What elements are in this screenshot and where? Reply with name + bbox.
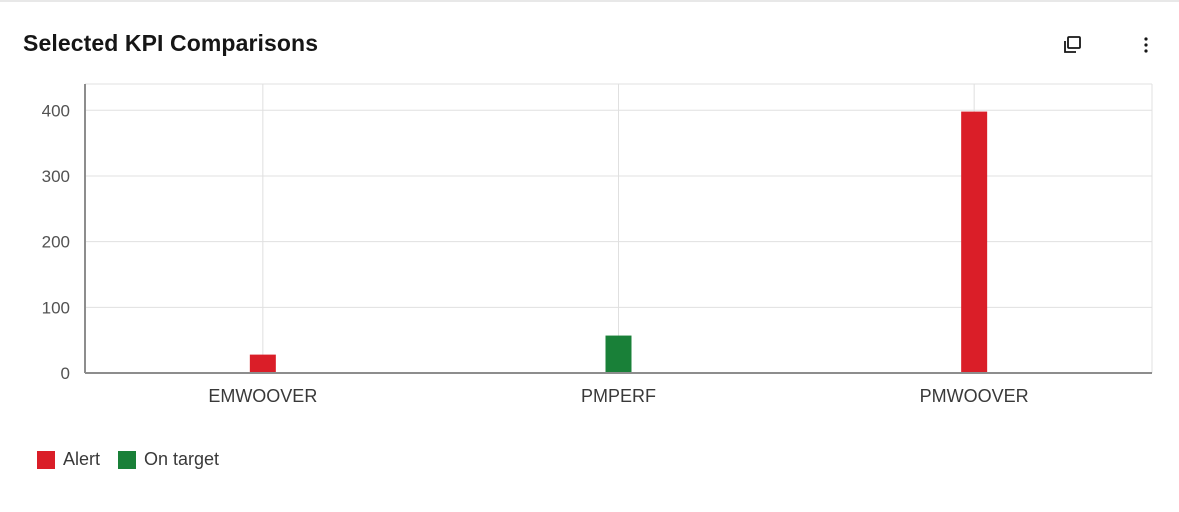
x-tick-label: PMPERF bbox=[581, 386, 656, 406]
legend-label-on-target: On target bbox=[144, 449, 220, 469]
y-tick-label: 200 bbox=[42, 233, 70, 252]
bar-pmperf-on-target[interactable] bbox=[605, 335, 632, 373]
x-tick-label: PMWOOVER bbox=[920, 386, 1029, 406]
y-tick-label: 0 bbox=[61, 364, 70, 383]
y-tick-label: 400 bbox=[42, 101, 70, 120]
expand-window-icon bbox=[1064, 36, 1081, 53]
overflow-menu-vertical-icon bbox=[1144, 37, 1148, 53]
bar-emwoover-alert[interactable] bbox=[249, 354, 276, 373]
legend-item-on-target[interactable]: On target bbox=[118, 449, 219, 470]
chart-title: Selected KPI Comparisons bbox=[23, 30, 319, 56]
expand-button[interactable] bbox=[1057, 30, 1087, 60]
y-tick-label: 100 bbox=[42, 298, 70, 317]
legend-swatch-on-target bbox=[118, 450, 137, 469]
legend-item-alert[interactable]: Alert bbox=[37, 449, 100, 470]
x-tick-label: EMWOOVER bbox=[208, 386, 317, 406]
legend-label-alert: Alert bbox=[63, 449, 101, 469]
chart-legend: Alert On target bbox=[37, 449, 219, 470]
bar-chart: 0 100 200 300 400 EMWOOVER PMPERF PMWOOVER bbox=[42, 83, 1153, 406]
legend-swatch-alert bbox=[37, 450, 55, 469]
overflow-menu-button[interactable] bbox=[1131, 30, 1161, 60]
y-tick-label: 300 bbox=[42, 167, 70, 186]
bar-pmwoover-alert[interactable] bbox=[961, 111, 988, 373]
